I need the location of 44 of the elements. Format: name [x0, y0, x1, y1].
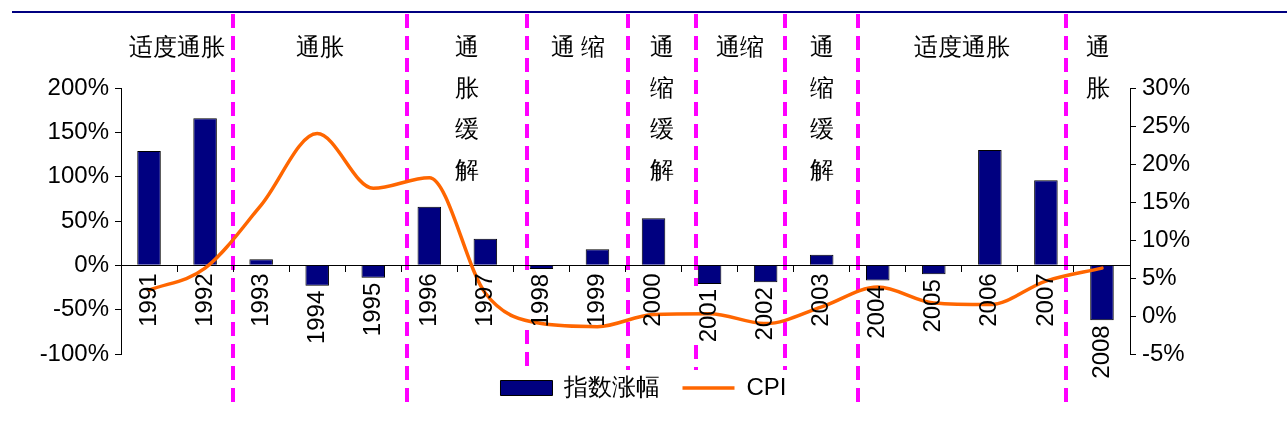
annotation: 通缩缓解 [809, 32, 834, 183]
y2-tick-label: 15% [1142, 186, 1191, 214]
y-tick-label: 50% [60, 205, 109, 233]
x-tick-label: 1999 [582, 273, 610, 327]
x-tick-label: 1994 [301, 290, 329, 345]
x-tick-label: 2000 [638, 273, 666, 327]
y2-tick-label: 5% [1142, 262, 1177, 290]
x-tick-label: 2001 [694, 288, 722, 343]
x-tick-label: 1995 [357, 282, 385, 337]
x-tick-label: 2002 [750, 287, 778, 341]
x-tick-label: 1996 [413, 273, 441, 327]
x-tick-label: 1993 [245, 273, 273, 327]
x-tick-label: 2004 [862, 285, 890, 339]
x-tick-label: 2006 [974, 273, 1002, 327]
y2-tick-label: 25% [1142, 110, 1191, 138]
y2-tick-label: 0% [1142, 300, 1177, 328]
y2-tick-label: 10% [1142, 224, 1191, 252]
y2-tick-label: 30% [1142, 72, 1191, 100]
x-tick-label: 2005 [918, 279, 946, 333]
x-tick-label: 1991 [133, 273, 161, 327]
text: 适度通胀 [913, 32, 1010, 60]
text: 适度通胀 [129, 32, 226, 60]
text: 通胀 [296, 32, 344, 60]
x-tick-label: 2007 [1030, 273, 1058, 327]
y2-tick-label: 20% [1142, 148, 1191, 176]
x-tick-label: 2008 [1086, 325, 1114, 379]
annotation: 通胀 [1085, 32, 1110, 101]
x-tick-label: 1992 [189, 273, 217, 327]
legend-label: 指数涨幅 [563, 372, 661, 400]
legend-label: CPI [746, 372, 787, 400]
y-tick-label: 150% [47, 116, 109, 144]
y-tick-label: 0% [74, 249, 109, 277]
y-tick-label: 100% [47, 161, 109, 189]
text: 通缩 [716, 32, 765, 60]
text: 通 缩 [550, 32, 606, 60]
x-tick-label: 1998 [526, 273, 554, 328]
y2-tick-label: -5% [1142, 338, 1185, 366]
x-tick-label: 1997 [469, 273, 497, 327]
annotation: 通缩缓解 [649, 32, 674, 183]
x-tick-label: 2003 [806, 273, 834, 327]
y-tick-label: -100% [39, 338, 109, 366]
y-tick-label: -50% [52, 294, 109, 322]
annotation: 通胀缓解 [455, 32, 480, 183]
y-tick-label: 200% [47, 72, 109, 100]
